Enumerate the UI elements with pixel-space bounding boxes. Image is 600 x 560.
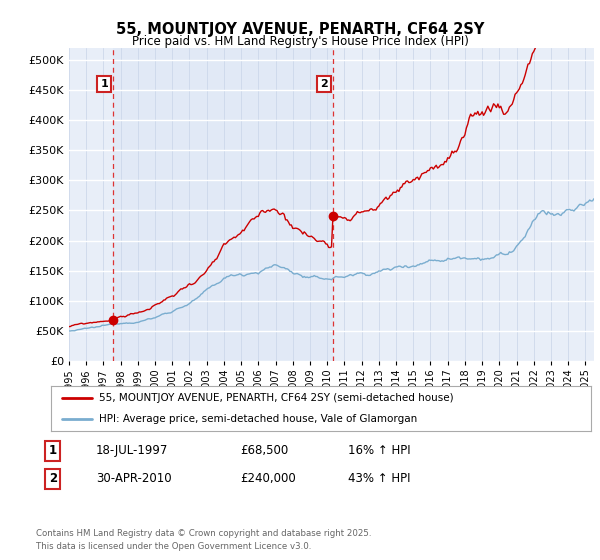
Text: 2: 2: [49, 472, 57, 486]
Text: 43% ↑ HPI: 43% ↑ HPI: [348, 472, 410, 486]
Text: 1: 1: [49, 444, 57, 458]
Text: 16% ↑ HPI: 16% ↑ HPI: [348, 444, 410, 458]
Text: 30-APR-2010: 30-APR-2010: [96, 472, 172, 486]
Text: 18-JUL-1997: 18-JUL-1997: [96, 444, 169, 458]
Text: HPI: Average price, semi-detached house, Vale of Glamorgan: HPI: Average price, semi-detached house,…: [98, 414, 417, 424]
Text: £240,000: £240,000: [240, 472, 296, 486]
Text: Contains HM Land Registry data © Crown copyright and database right 2025.
This d: Contains HM Land Registry data © Crown c…: [36, 529, 371, 552]
Text: 2: 2: [320, 79, 328, 89]
Text: 1: 1: [100, 79, 108, 89]
Text: £68,500: £68,500: [240, 444, 288, 458]
Text: Price paid vs. HM Land Registry's House Price Index (HPI): Price paid vs. HM Land Registry's House …: [131, 35, 469, 48]
Text: 55, MOUNTJOY AVENUE, PENARTH, CF64 2SY (semi-detached house): 55, MOUNTJOY AVENUE, PENARTH, CF64 2SY (…: [98, 394, 453, 404]
Bar: [113, 48, 333, 361]
Text: 55, MOUNTJOY AVENUE, PENARTH, CF64 2SY: 55, MOUNTJOY AVENUE, PENARTH, CF64 2SY: [116, 22, 484, 38]
